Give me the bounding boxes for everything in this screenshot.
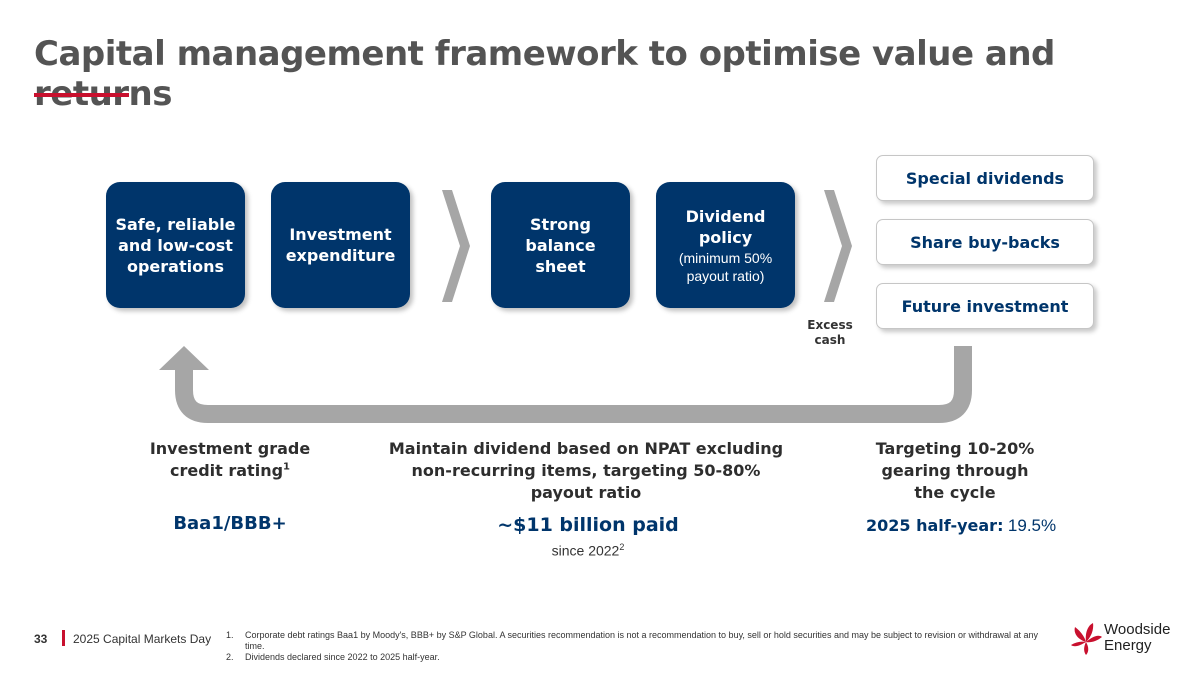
box-operations: Safe, reliable and low-cost operations <box>106 182 245 308</box>
credit-rating-value: Baa1/BBB+ <box>173 513 287 534</box>
dividend-since: since 20222 <box>500 542 676 559</box>
excess-cash-label: Excess cash <box>807 318 853 347</box>
option-share-buybacks: Share buy-backs <box>876 219 1094 265</box>
box-investment-expenditure-label: Investment expenditure <box>285 225 396 265</box>
footnote-number: 2. <box>226 652 234 662</box>
footnotes: 1. Corporate debt ratings Baa1 by Moody'… <box>226 630 1056 663</box>
footnote-ref-2: 2 <box>619 542 625 552</box>
footnote-item: 2. Dividends declared since 2022 to 2025… <box>226 652 1056 663</box>
woodside-flower-icon <box>1071 623 1102 655</box>
title-underline <box>34 93 129 97</box>
logo-wordmark: Woodside Energy <box>1104 621 1171 654</box>
dividend-value: ~$11 billion paid <box>497 514 679 536</box>
footer-event-name: 2025 Capital Markets Day <box>73 632 212 646</box>
footer-divider <box>62 630 65 646</box>
option-share-buybacks-label: Share buy-backs <box>910 232 1060 252</box>
box-operations-label: Safe, reliable and low-cost operations <box>115 214 236 276</box>
box-balance-sheet-label: Strong balance sheet <box>525 214 596 276</box>
footnote-number: 1. <box>226 630 234 640</box>
footnote-text: Dividends declared since 2022 to 2025 ha… <box>245 652 440 662</box>
credit-rating-title: Investment grade credit rating1 <box>130 438 330 482</box>
footnote-item: 1. Corporate debt ratings Baa1 by Moody'… <box>226 630 1056 652</box>
box-investment-expenditure: Investment expenditure <box>271 182 410 308</box>
gearing-half-year-value: 19.5% <box>1007 516 1057 535</box>
gearing-half-year-label: 2025 half-year: <box>866 516 1004 535</box>
box-dividend-policy-label: Dividend policy <box>685 206 766 247</box>
chevron-right-icon <box>824 190 852 302</box>
option-future-investment: Future investment <box>876 283 1094 329</box>
chevron-right-icon <box>442 190 470 302</box>
option-future-investment-label: Future investment <box>901 296 1069 316</box>
credit-rating-title-text: Investment grade credit rating <box>149 439 311 480</box>
box-dividend-policy: Dividend policy (minimum 50% payout rati… <box>656 182 795 308</box>
gearing-half-year: 2025 half-year: 19.5% <box>866 516 1056 536</box>
page-number: 33 <box>34 632 48 646</box>
dividend-title: Maintain dividend based on NPAT excludin… <box>388 439 784 502</box>
option-special-dividends-label: Special dividends <box>905 168 1065 188</box>
footnote-ref-1: 1 <box>283 461 290 473</box>
box-balance-sheet: Strong balance sheet <box>491 182 630 308</box>
option-special-dividends: Special dividends <box>876 155 1094 201</box>
box-dividend-policy-sub: (minimum 50% payout ratio) <box>678 249 773 284</box>
footnote-text: Corporate debt ratings Baa1 by Moody's, … <box>245 630 1039 651</box>
dividend-since-text: since 2022 <box>551 542 620 559</box>
gearing-title: Targeting 10-20% gearing through the cyc… <box>875 439 1035 502</box>
